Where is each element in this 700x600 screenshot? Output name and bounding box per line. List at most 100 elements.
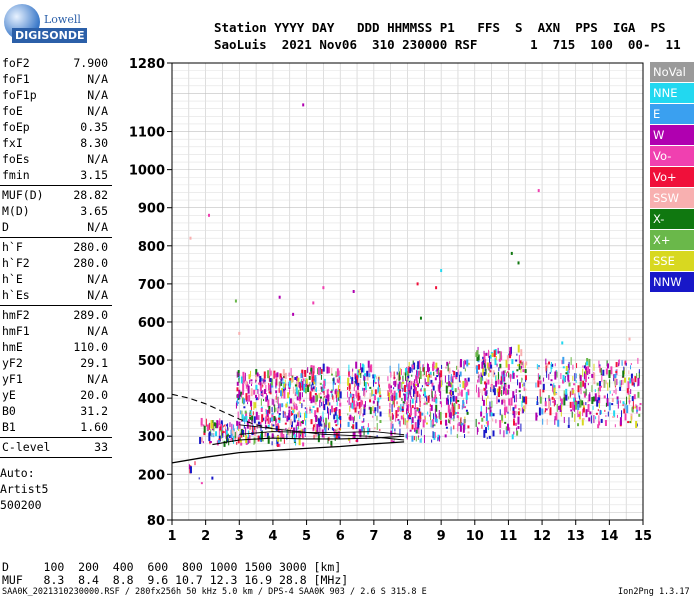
echo-point (222, 431, 225, 434)
echo-point (594, 393, 597, 402)
echo-point (377, 379, 379, 382)
echo-point (418, 435, 420, 438)
echo-point (245, 412, 248, 419)
echo-point (366, 376, 369, 381)
echo-point (594, 389, 596, 393)
echo-point (483, 387, 486, 391)
echo-point (406, 370, 409, 376)
echo-point (225, 429, 228, 435)
echo-point (312, 405, 315, 408)
echo-point (276, 377, 278, 386)
echo-point (417, 370, 420, 376)
echo-point (271, 398, 273, 405)
echo-point (305, 378, 308, 384)
echo-point (551, 363, 554, 367)
auto-line: 500200 (0, 498, 42, 512)
echo-point (205, 418, 207, 427)
echo-point (334, 390, 336, 394)
echo-point (398, 420, 400, 425)
param-name: foF2 (2, 56, 30, 70)
echo-point (415, 429, 418, 434)
echo-point (365, 435, 367, 440)
divider (0, 237, 112, 238)
echo-point (459, 391, 461, 396)
echo-point (314, 410, 317, 418)
echo-point (624, 360, 627, 366)
echo-point (508, 372, 510, 378)
echo-point (477, 375, 479, 378)
echo-point (582, 368, 584, 377)
echo-point (417, 373, 419, 379)
echo-point (572, 364, 574, 370)
echo-point (310, 387, 313, 391)
echo-point (627, 392, 630, 395)
echo-point (435, 369, 437, 372)
echo-point (256, 372, 259, 377)
param-row: foF1 N/A (2, 72, 108, 88)
echo-point (251, 382, 253, 385)
echo-point (589, 368, 591, 374)
echo-point (253, 437, 256, 444)
echo-point (330, 440, 333, 447)
echo-point (433, 431, 436, 440)
echo-point (267, 424, 270, 427)
echo-point (522, 361, 524, 369)
echo-point (593, 372, 596, 381)
echo-point (425, 422, 428, 425)
echo-point (250, 400, 253, 407)
echo-point (304, 369, 307, 377)
echo-point (456, 401, 459, 404)
echo-point (327, 411, 329, 420)
echo-point (419, 388, 422, 392)
echo-point (614, 380, 616, 386)
echo-point (630, 389, 632, 395)
echo-point (464, 406, 467, 409)
echo-point (615, 388, 617, 395)
echo-point (265, 396, 268, 402)
echo-point (434, 432, 436, 439)
param-value: 0.35 (80, 120, 108, 134)
echo-point (363, 407, 365, 410)
echo-point (432, 385, 435, 391)
echo-point (521, 362, 523, 366)
echo-point (414, 393, 417, 400)
param-row: foF1p N/A (2, 88, 108, 104)
echo-point (294, 384, 297, 387)
echo-point (454, 412, 457, 415)
echo-point (390, 392, 393, 395)
echo-point (514, 404, 517, 409)
echo-point (291, 410, 294, 414)
echo-point (462, 424, 465, 433)
echo-point (513, 410, 516, 418)
echo-point (447, 418, 449, 423)
echo-point (482, 377, 484, 381)
echo-point (301, 421, 304, 424)
echo-point (409, 407, 412, 416)
echo-point (492, 418, 494, 422)
echo-point (605, 402, 607, 407)
echo-point (289, 396, 291, 404)
echo-point (537, 366, 540, 370)
echo-point (261, 390, 263, 397)
echo-point (261, 382, 264, 388)
echo-point (259, 375, 262, 382)
echo-point (421, 412, 424, 416)
echo-point (489, 354, 492, 359)
echo-point (475, 365, 478, 374)
echo-point (509, 403, 511, 411)
echo-point (267, 399, 270, 408)
echo-point (266, 418, 269, 421)
echo-point (392, 414, 394, 420)
echo-point (273, 370, 276, 379)
echo-point (267, 384, 270, 391)
echo-point (456, 365, 458, 370)
param-name: hmE (2, 340, 23, 354)
echo-point (315, 394, 318, 402)
echo-point (283, 438, 285, 444)
echo-point (555, 391, 558, 394)
echo-point (325, 417, 328, 425)
echo-point (373, 410, 376, 414)
echo-point (457, 369, 459, 376)
echo-point (556, 371, 558, 378)
echo-point (438, 381, 441, 388)
